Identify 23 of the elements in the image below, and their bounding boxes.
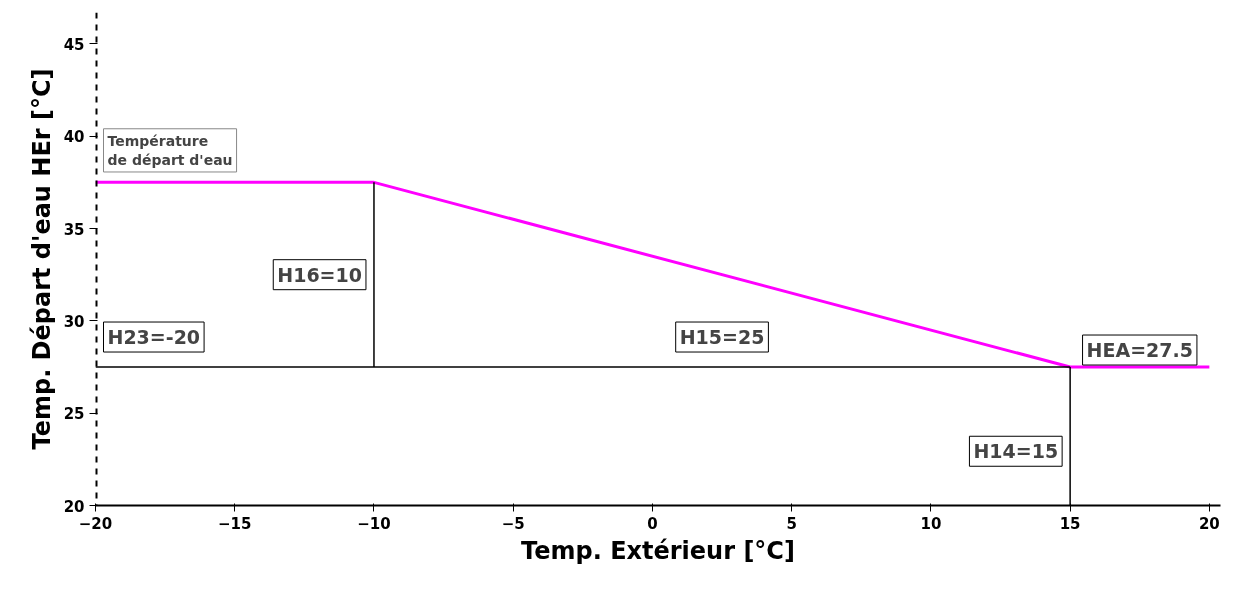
x-tick-label: 10: [920, 514, 942, 533]
y-tick-label: 35: [63, 220, 85, 239]
x-tick-label: −5: [501, 514, 525, 533]
x-tick-label: 20: [1198, 514, 1220, 533]
annotation: H16=10: [277, 263, 362, 286]
x-tick-label: 15: [1059, 514, 1081, 533]
annotation: Température de départ d'eau: [107, 132, 233, 168]
y-axis-title: Temp. Départ d'eau HEr [°C]: [27, 68, 56, 450]
x-tick-label: −10: [357, 514, 391, 533]
annotation: H14=15: [973, 440, 1059, 463]
x-tick-label: 0: [647, 514, 658, 533]
y-tick-label: 40: [63, 128, 85, 147]
annotation: HEA=27.5: [1086, 339, 1193, 362]
x-axis-title: Temp. Extérieur [°C]: [521, 536, 795, 565]
y-tick-label: 45: [63, 35, 85, 54]
x-tick-label: −15: [218, 514, 252, 533]
y-tick-label: 25: [63, 405, 85, 424]
y-tick-label: 20: [63, 497, 85, 516]
annotation: H15=25: [679, 326, 765, 349]
x-tick-label: −20: [78, 514, 113, 533]
x-tick-label: 5: [786, 514, 797, 533]
y-tick-label: 30: [63, 312, 85, 331]
annotation: H23=-20: [107, 326, 201, 349]
